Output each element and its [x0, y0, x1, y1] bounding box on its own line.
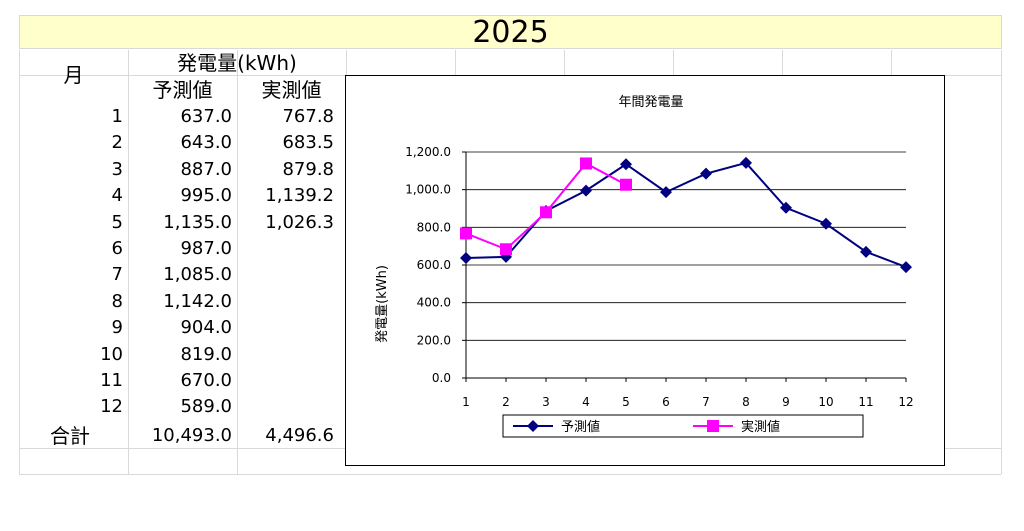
chart-title: 年間発電量 — [618, 95, 683, 110]
month-cell: 5 — [111, 211, 123, 233]
month-cell: 3 — [111, 158, 123, 180]
year-title: 2025 — [19, 15, 1002, 50]
data-point — [620, 158, 632, 171]
series-line — [465, 161, 907, 269]
y-axis-label: 発電量(kWh) — [375, 265, 390, 343]
x-tick-label: 1 — [462, 395, 470, 409]
y-tick-label: 200.0 — [417, 333, 451, 347]
y-tick-label: 0.0 — [432, 371, 451, 385]
x-tick-label: 8 — [742, 395, 750, 409]
actual-cell: 767.8 — [282, 106, 334, 127]
actual-cell: 683.5 — [282, 132, 334, 154]
month-cell: 11 — [100, 370, 123, 391]
data-point — [620, 178, 632, 191]
month-cell: 1 — [111, 106, 123, 127]
chart-legend: 予測値 実測値 — [502, 414, 864, 438]
forecast-cell: 995.0 — [180, 185, 232, 207]
annual-output-chart: 年間発電量 発電量(kWh) 0.0 200.0 400.0 600.0 800.0 1,… — [375, 95, 914, 438]
y-tick-label: 800.0 — [417, 220, 451, 234]
data-point — [460, 227, 472, 240]
month-cell: 8 — [111, 290, 123, 312]
data-point — [900, 261, 912, 274]
month-cell: 12 — [100, 396, 123, 418]
actual-cell: 879.8 — [282, 158, 334, 180]
data-point — [860, 245, 872, 258]
y-tick-label: 1,000.0 — [405, 183, 451, 197]
forecast-header: 予測値 — [152, 78, 213, 102]
forecast-cell: 1,135.0 — [163, 211, 232, 233]
legend-swatch-marker — [707, 420, 719, 432]
x-tick-label: 3 — [542, 395, 550, 409]
x-tick-label: 12 — [898, 395, 913, 409]
forecast-cell: 589.0 — [180, 396, 232, 418]
x-tick-label: 5 — [622, 395, 630, 409]
x-tick-label: 10 — [818, 395, 833, 409]
data-point — [780, 201, 792, 214]
data-point — [580, 184, 592, 197]
x-tick-label: 2 — [502, 395, 510, 409]
forecast-cell: 819.0 — [180, 343, 232, 365]
forecast-cell: 1,142.0 — [163, 290, 232, 312]
output-group-header: 発電量(kWh) — [177, 51, 297, 75]
total-label: 合計 — [50, 424, 90, 448]
chart-panel[interactable]: 年間発電量 発電量(kWh) 0.0 200.0 400.0 600.0 800.0 1,… — [345, 75, 945, 466]
actual-cell: 1,139.2 — [265, 185, 334, 207]
forecast-cell: 987.0 — [180, 238, 232, 259]
total-actual: 4,496.6 — [265, 425, 334, 446]
x-tick-label: 6 — [662, 395, 670, 409]
x-tick-label: 11 — [858, 395, 873, 409]
total-forecast: 10,493.0 — [151, 425, 232, 446]
actual-header: 実測値 — [261, 78, 322, 102]
month-cell: 7 — [111, 264, 123, 286]
data-point — [460, 252, 472, 265]
forecast-cell: 637.0 — [180, 106, 232, 127]
data-point — [500, 243, 512, 256]
month-cell: 2 — [111, 132, 123, 154]
x-tick-label: 9 — [782, 395, 790, 409]
month-cell: 4 — [111, 185, 123, 207]
x-tick-label: 4 — [582, 395, 590, 409]
actual-cell: 1,026.3 — [265, 211, 334, 233]
y-tick-label: 1,200.0 — [405, 145, 451, 159]
month-cell: 6 — [111, 238, 123, 259]
month-cell: 10 — [100, 343, 123, 365]
month-cell: 9 — [111, 317, 123, 339]
data-point — [580, 157, 592, 170]
data-point — [740, 156, 752, 169]
forecast-cell: 904.0 — [180, 317, 232, 339]
data-point — [540, 206, 552, 219]
legend-label: 予測値 — [561, 419, 600, 435]
data-point — [820, 217, 832, 230]
data-point — [660, 186, 672, 199]
x-tick-label: 7 — [702, 395, 710, 409]
data-point — [700, 167, 712, 180]
legend-box — [502, 414, 864, 438]
forecast-cell: 670.0 — [180, 370, 232, 391]
legend-label: 実測値 — [741, 419, 780, 435]
legend-swatch-marker — [527, 420, 539, 432]
y-tick-label: 600.0 — [417, 258, 451, 272]
forecast-cell: 1,085.0 — [163, 264, 232, 286]
forecast-cell: 643.0 — [180, 132, 232, 154]
y-tick-label: 400.0 — [417, 296, 451, 310]
month-header: 月 — [63, 63, 84, 87]
forecast-cell: 887.0 — [180, 158, 232, 180]
